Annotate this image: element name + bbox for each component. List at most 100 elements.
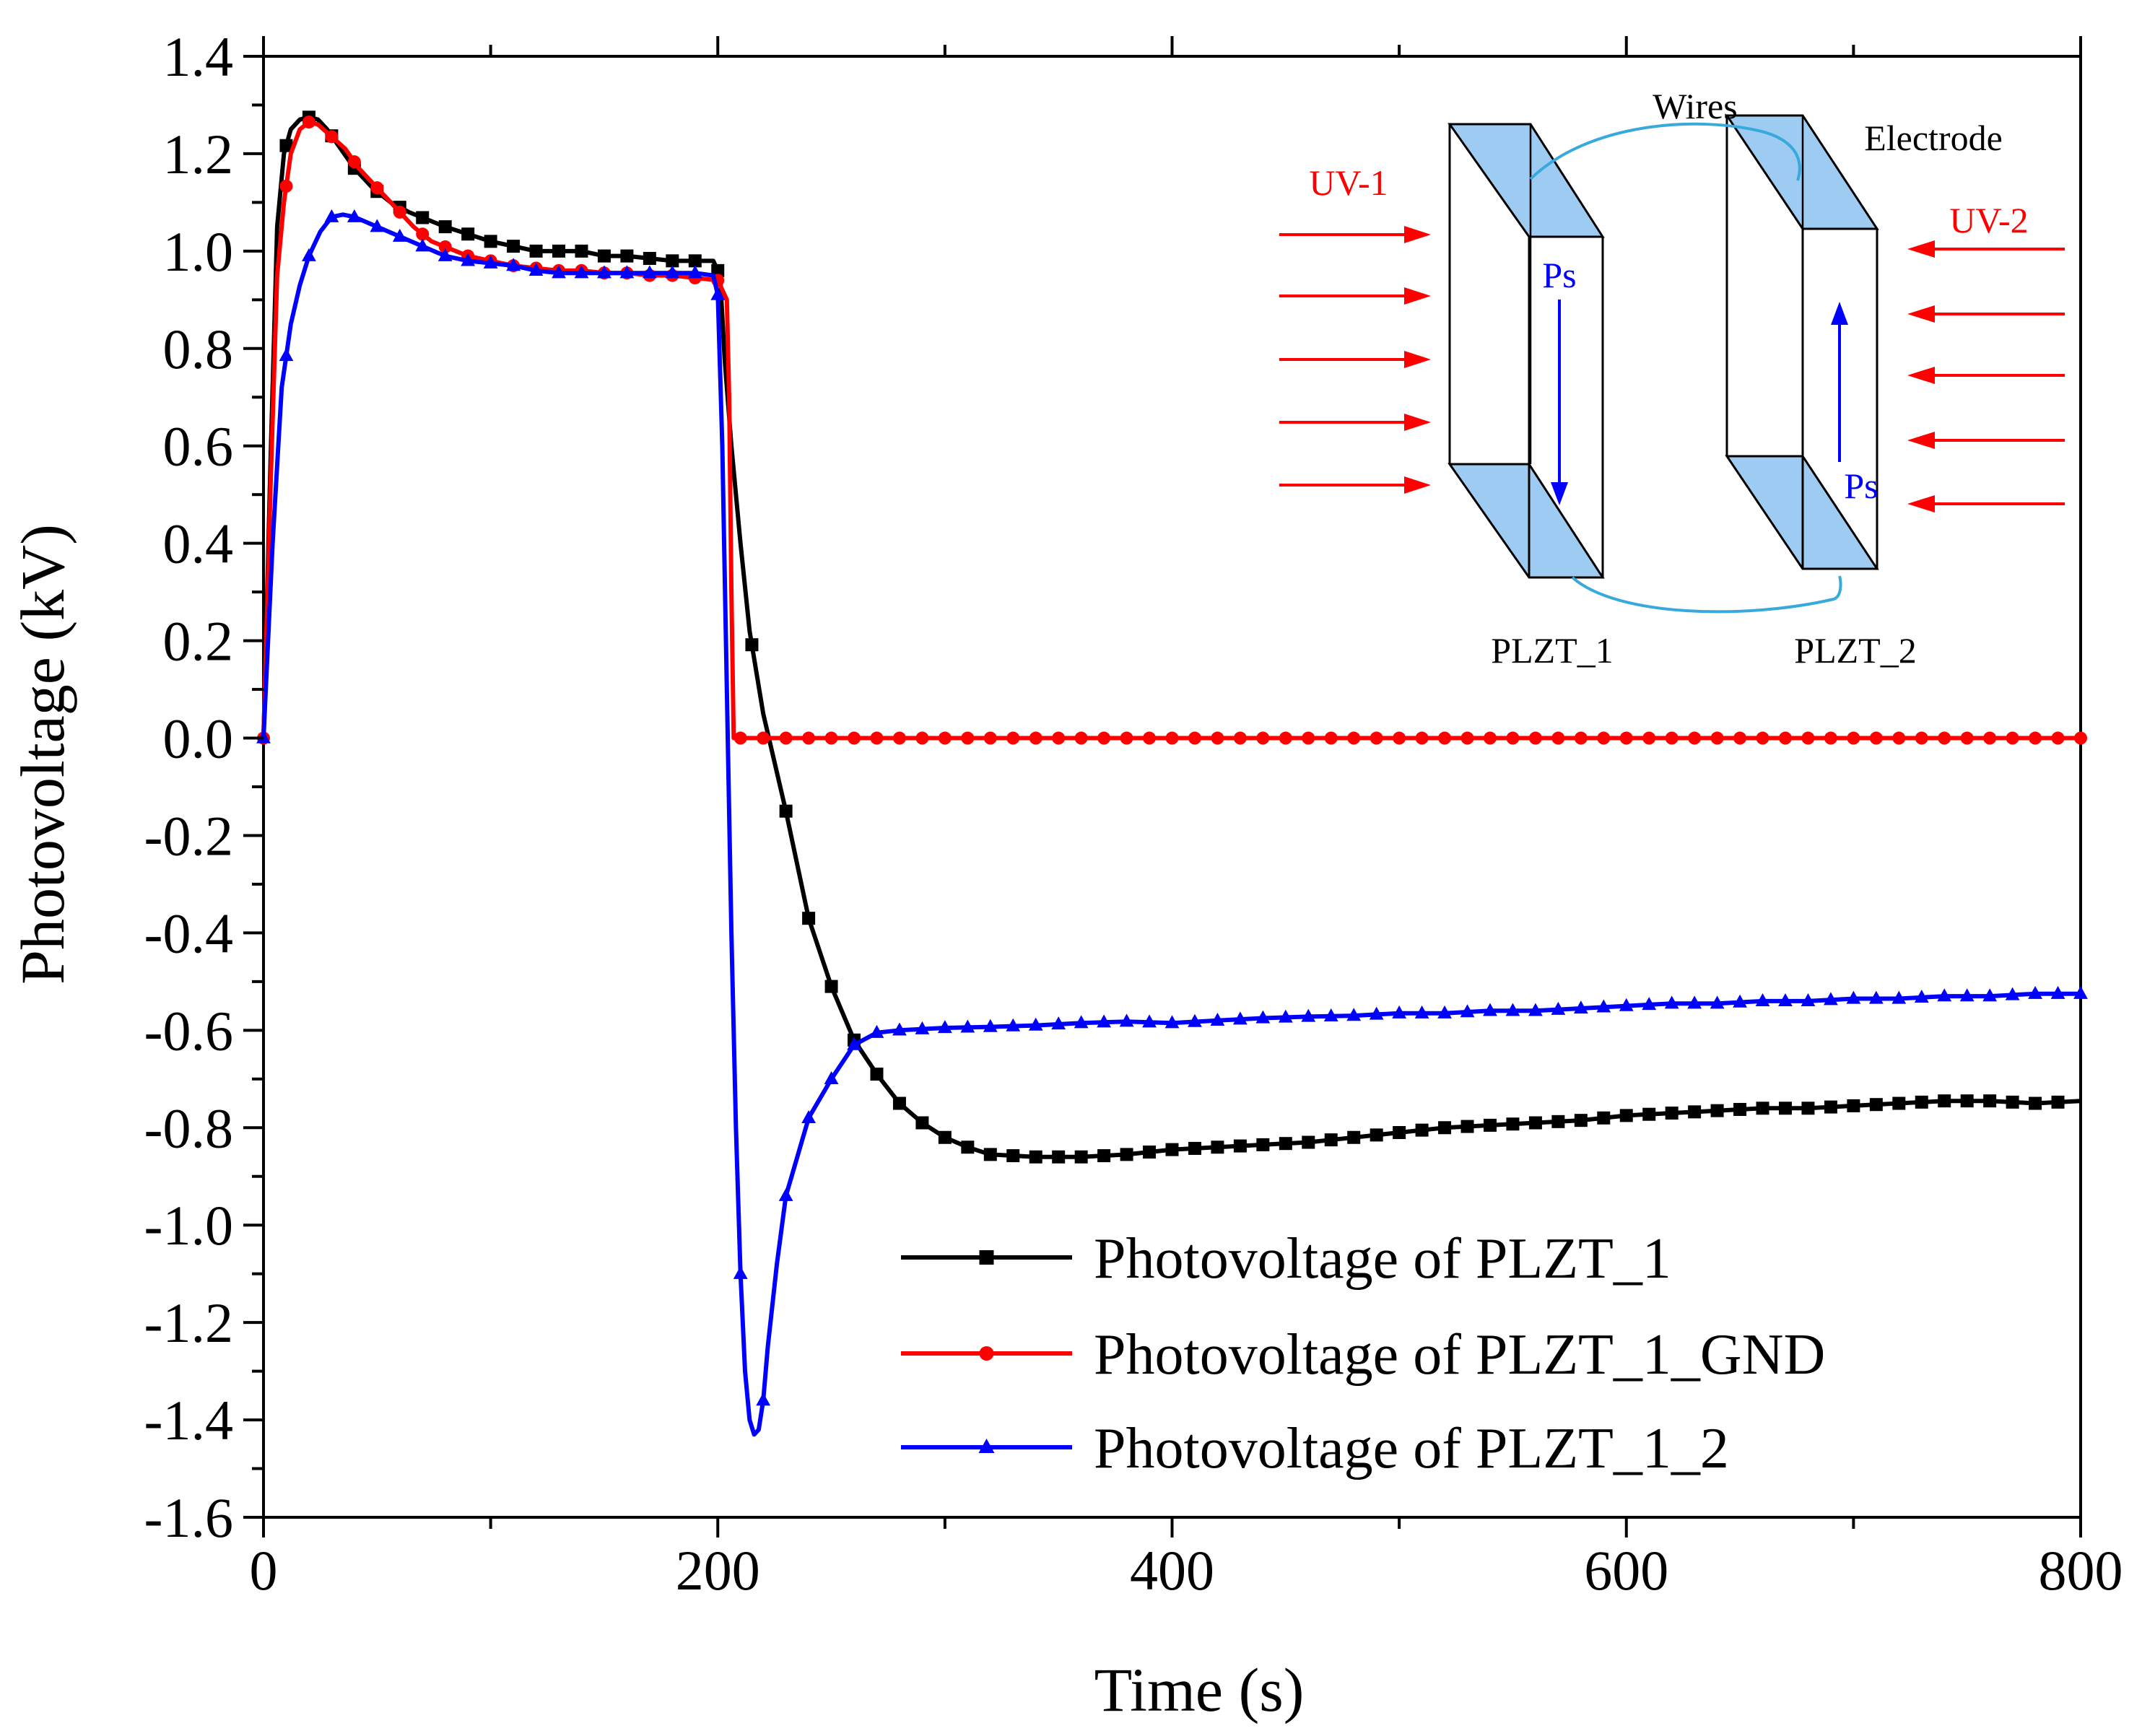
series-marker-circle bbox=[983, 731, 997, 745]
series-marker-square bbox=[1211, 1140, 1224, 1154]
series-marker-square bbox=[484, 235, 497, 248]
series-marker-circle bbox=[1983, 731, 1997, 745]
y-tick-label: 1.4 bbox=[163, 25, 234, 88]
series-marker-triangle bbox=[2028, 985, 2042, 999]
series-marker-square bbox=[1506, 1117, 1520, 1131]
series-group bbox=[261, 110, 2081, 1164]
series-marker-square bbox=[1415, 1123, 1429, 1137]
series-marker-triangle bbox=[1392, 1005, 1407, 1019]
y-tick-label: -1.2 bbox=[144, 1291, 233, 1354]
x-tick-label: 0 bbox=[250, 1539, 278, 1602]
series-marker-triangle bbox=[1551, 1001, 1566, 1015]
series-marker-square bbox=[1143, 1146, 1157, 1159]
series-marker-circle bbox=[1347, 731, 1361, 745]
series-marker-square bbox=[1188, 1141, 1201, 1155]
series-marker-circle bbox=[1733, 731, 1747, 745]
series-marker-circle bbox=[824, 731, 838, 745]
series-marker-triangle bbox=[1346, 1008, 1362, 1021]
series-marker-circle bbox=[870, 731, 884, 745]
y-tick-label: 0.4 bbox=[163, 512, 234, 575]
plzt1-ps-label: Ps bbox=[1542, 255, 1576, 295]
series-marker-square bbox=[1052, 1150, 1066, 1164]
series-group bbox=[256, 209, 2088, 1437]
uv2-arrowhead bbox=[1907, 495, 1935, 512]
series-marker-triangle bbox=[1414, 1005, 1429, 1019]
series-marker-square bbox=[1756, 1102, 1769, 1115]
series-marker-circle bbox=[2051, 731, 2065, 745]
series-marker-circle bbox=[1233, 731, 1247, 745]
legend-label: Photovoltage of PLZT_1_2 bbox=[1094, 1417, 1729, 1480]
series-marker-circle bbox=[279, 179, 293, 193]
series-marker-triangle bbox=[778, 1187, 793, 1201]
series-marker-square bbox=[1847, 1099, 1860, 1112]
series-marker-triangle bbox=[619, 265, 635, 279]
series-marker-square bbox=[802, 912, 816, 925]
series-marker-circle bbox=[1211, 731, 1224, 745]
series-marker-triangle bbox=[687, 265, 702, 279]
series-marker-square bbox=[1551, 1115, 1565, 1128]
y-tick-label: -0.6 bbox=[144, 999, 233, 1062]
series-marker-circle bbox=[1665, 731, 1679, 745]
series-marker-square bbox=[1074, 1150, 1088, 1164]
y-tick-label: -0.2 bbox=[144, 804, 233, 867]
x-tick-label: 600 bbox=[1584, 1539, 1668, 1602]
series-marker-square bbox=[1778, 1102, 1792, 1115]
uv2-arrows bbox=[1907, 240, 2065, 512]
series-marker-triangle bbox=[1868, 990, 1884, 1004]
series-marker-circle bbox=[1460, 731, 1474, 745]
series-marker-square bbox=[1960, 1094, 1974, 1108]
y-tick-label: 1.0 bbox=[163, 220, 234, 283]
series-marker-circle bbox=[1393, 731, 1406, 745]
series-marker-square bbox=[416, 211, 430, 224]
series-marker-circle bbox=[1869, 731, 1883, 745]
series-marker-triangle bbox=[824, 1071, 839, 1084]
y-tick-label: -0.8 bbox=[144, 1096, 233, 1159]
series-marker-square bbox=[1006, 1149, 1020, 1163]
series-marker-triangle bbox=[1278, 1009, 1293, 1023]
series-marker-circle bbox=[1279, 731, 1292, 745]
uv1-arrowhead bbox=[1404, 287, 1431, 305]
series-marker-square bbox=[1983, 1094, 1997, 1108]
series-marker-circle bbox=[438, 240, 452, 253]
uv1-arrowhead bbox=[1404, 351, 1431, 368]
series-marker-triangle bbox=[415, 238, 430, 252]
series-marker-circle bbox=[1506, 731, 1520, 745]
series-marker-triangle bbox=[528, 263, 544, 276]
series-marker-circle bbox=[1256, 731, 1270, 745]
series-marker-circle bbox=[1165, 731, 1179, 745]
series-marker-square bbox=[2029, 1096, 2042, 1110]
series-marker-square bbox=[1597, 1111, 1611, 1125]
series-marker-square bbox=[1460, 1120, 1474, 1133]
series-marker-triangle bbox=[1142, 1014, 1157, 1028]
series-marker-circle bbox=[370, 181, 384, 195]
series-marker-square bbox=[1574, 1114, 1588, 1127]
series-marker-square bbox=[1097, 1149, 1111, 1163]
y-tick-label: 0.2 bbox=[163, 610, 234, 673]
series-marker-triangle bbox=[1528, 1003, 1543, 1016]
series-marker-triangle bbox=[483, 255, 498, 269]
series-marker-square bbox=[892, 1096, 906, 1110]
uv1-arrows bbox=[1279, 226, 1431, 494]
series-marker-triangle bbox=[1778, 993, 1793, 1007]
series-marker-square bbox=[1256, 1138, 1270, 1151]
series-marker-triangle bbox=[1232, 1011, 1248, 1025]
series-marker-square bbox=[745, 638, 759, 652]
series-marker-triangle bbox=[370, 219, 385, 232]
plzt1-label: PLZT_1 bbox=[1491, 630, 1613, 671]
series-marker-circle bbox=[1574, 731, 1588, 745]
series-marker-circle bbox=[1528, 731, 1542, 745]
series-marker-triangle bbox=[1596, 999, 1611, 1013]
series-marker-square bbox=[1801, 1102, 1815, 1115]
series-marker-circle bbox=[979, 1346, 994, 1361]
series-marker-circle bbox=[2006, 731, 2019, 745]
series-marker-triangle bbox=[756, 1392, 771, 1406]
series-marker-triangle bbox=[1505, 1003, 1520, 1016]
series-marker-square bbox=[279, 139, 293, 152]
series-marker-triangle bbox=[801, 1109, 816, 1123]
series-marker-circle bbox=[1688, 731, 1702, 745]
series-marker-triangle bbox=[869, 1024, 884, 1038]
series-marker-square bbox=[1824, 1100, 1837, 1114]
uv2-arrowhead bbox=[1907, 305, 1935, 323]
series-marker-circle bbox=[1551, 731, 1565, 745]
series-marker-triangle bbox=[324, 209, 339, 222]
